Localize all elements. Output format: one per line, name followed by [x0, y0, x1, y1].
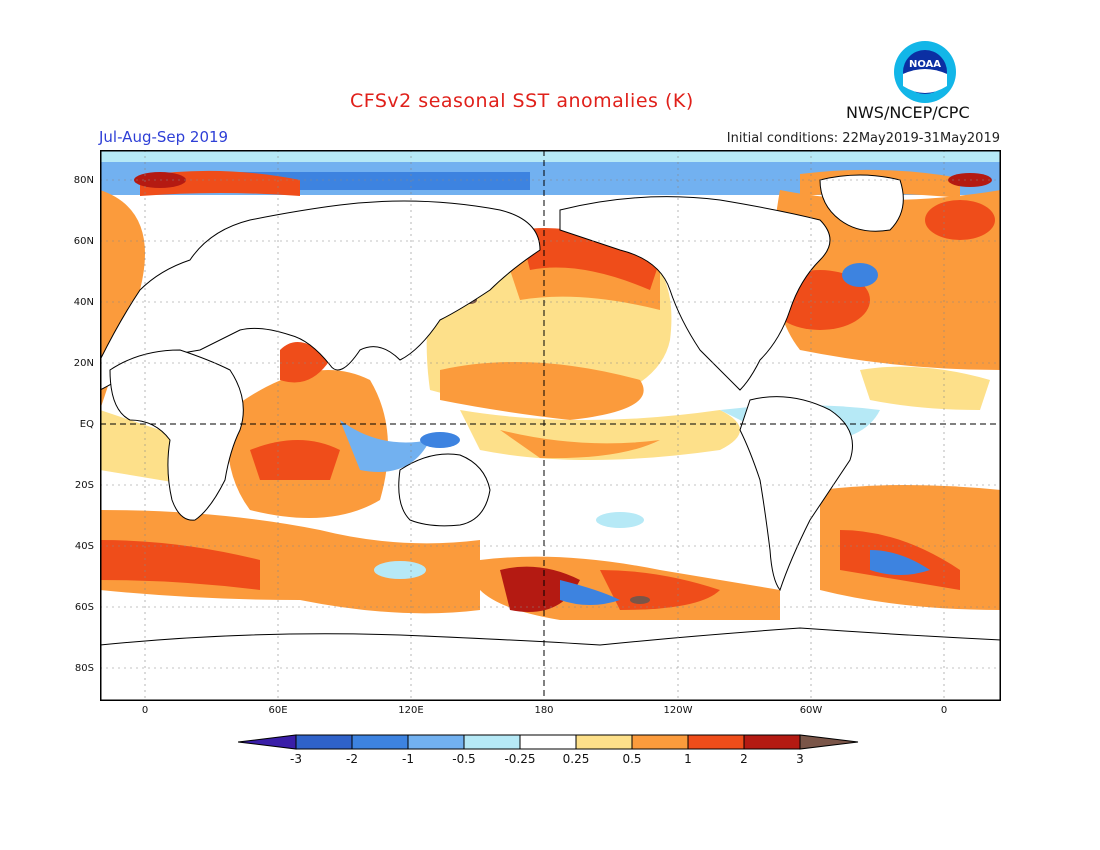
southern-ocean-warm [100, 510, 480, 614]
agency-label: NWS/NCEP/CPC [846, 103, 970, 122]
colorbar-swatch [463, 734, 521, 750]
colorbar-arrow-low [238, 734, 297, 750]
lat-label-80s: 80S [74, 663, 94, 674]
lat-label-40s: 40S [74, 541, 94, 552]
lon-label-60w: 60W [799, 705, 823, 716]
land-masses [100, 174, 1001, 701]
colorbar-label: -3 [290, 752, 302, 766]
lat-label-40n: 40N [73, 297, 94, 308]
greenland-landmass [819, 174, 904, 232]
colorbar [238, 734, 859, 750]
forecast-period: Jul-Aug-Sep 2019 [99, 128, 229, 146]
colorbar-swatch [631, 734, 689, 750]
eurasia-landmass [100, 200, 541, 391]
sst-anomaly-map [100, 150, 1001, 701]
logo-text: NOAA [909, 59, 941, 70]
colorbar-label: -2 [346, 752, 358, 766]
lat-label-20n: 20N [73, 358, 94, 369]
colorbar-swatch [295, 734, 353, 750]
south-america-landmass [739, 396, 853, 592]
lon-label-180: 180 [534, 705, 554, 716]
noaa-logo-icon: NOAA [894, 41, 956, 103]
colorbar-label: 1 [684, 752, 692, 766]
colorbar-label: -1 [402, 752, 414, 766]
australia-landmass [398, 453, 491, 527]
antarctica-landmass [100, 627, 1001, 701]
colorbar-label: 0.25 [562, 752, 590, 766]
lat-label-80n: 80N [73, 175, 94, 186]
colorbar-arrow-high [799, 734, 859, 750]
colorbar-swatch [743, 734, 801, 750]
colorbar-swatch [519, 734, 577, 750]
lat-label-60s: 60S [74, 602, 94, 613]
colorbar-label: 0.5 [622, 752, 642, 766]
africa-landmass [109, 349, 244, 521]
lon-label-120w: 120W [663, 705, 693, 716]
map-title: CFSv2 seasonal SST anomalies (K) [350, 90, 694, 112]
lat-label-60n: 60N [73, 236, 94, 247]
lon-label-0-right: 0 [940, 705, 948, 716]
lon-label-60e: 60E [268, 705, 288, 716]
colorbar-swatch [407, 734, 465, 750]
lon-label-0-left: 0 [141, 705, 149, 716]
colorbar-label: -0.25 [504, 752, 536, 766]
colorbar-swatch [687, 734, 745, 750]
lat-label-20s: 20S [74, 480, 94, 491]
initial-conditions: Initial conditions: 22May2019-31May2019 [726, 131, 1000, 146]
colorbar-swatch [351, 734, 409, 750]
north-america-landmass [559, 196, 831, 391]
graticule [100, 150, 1001, 701]
colorbar-label: -0.5 [452, 752, 476, 766]
lat-label-eq: EQ [79, 419, 94, 430]
colorbar-label: 2 [740, 752, 748, 766]
colorbar-swatch [575, 734, 633, 750]
colorbar-label: 3 [796, 752, 804, 766]
lon-label-120e: 120E [398, 705, 424, 716]
